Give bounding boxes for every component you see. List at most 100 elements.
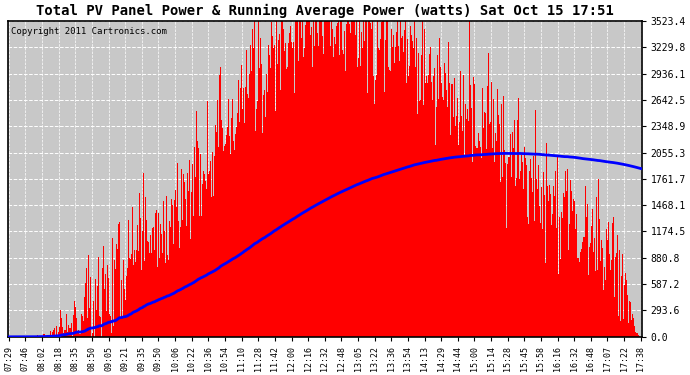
Bar — [323, 54, 324, 337]
Bar — [636, 333, 637, 337]
Bar — [243, 88, 244, 337]
Bar — [311, 27, 312, 337]
Bar — [579, 241, 580, 337]
Bar — [133, 266, 134, 337]
Bar — [486, 149, 487, 337]
Bar — [302, 21, 303, 337]
Bar — [134, 250, 135, 337]
Bar — [526, 217, 528, 337]
Bar — [234, 150, 235, 337]
Bar — [60, 310, 61, 337]
Bar — [488, 53, 489, 337]
Bar — [406, 39, 408, 337]
Bar — [594, 238, 595, 337]
Bar — [187, 173, 188, 337]
Bar — [452, 84, 453, 337]
Bar — [411, 23, 413, 337]
Bar — [369, 21, 371, 337]
Bar — [196, 111, 197, 337]
Bar — [448, 42, 449, 337]
Bar — [395, 47, 396, 337]
Bar — [362, 48, 363, 337]
Bar — [574, 201, 575, 337]
Bar — [291, 65, 293, 337]
Bar — [424, 98, 425, 337]
Bar — [82, 316, 83, 337]
Bar — [71, 323, 72, 337]
Bar — [571, 191, 572, 337]
Bar — [501, 104, 502, 337]
Bar — [577, 258, 578, 337]
Bar — [517, 120, 518, 337]
Bar — [417, 114, 418, 337]
Bar — [142, 231, 143, 337]
Bar — [591, 222, 593, 337]
Bar — [581, 249, 582, 337]
Bar — [264, 90, 265, 337]
Bar — [326, 21, 327, 337]
Bar — [131, 254, 132, 337]
Bar — [360, 66, 362, 337]
Bar — [233, 141, 234, 337]
Bar — [566, 152, 567, 337]
Bar — [59, 327, 60, 337]
Bar — [242, 108, 243, 337]
Bar — [212, 152, 213, 337]
Bar — [513, 147, 514, 337]
Bar — [374, 104, 375, 337]
Bar — [210, 161, 211, 337]
Bar — [367, 93, 368, 337]
Bar — [199, 216, 200, 337]
Bar — [595, 197, 597, 337]
Bar — [223, 142, 224, 337]
Bar — [552, 214, 553, 337]
Bar — [322, 36, 323, 337]
Bar — [283, 84, 284, 337]
Bar — [390, 94, 391, 337]
Bar — [286, 39, 288, 337]
Bar — [50, 336, 51, 337]
Bar — [484, 168, 485, 337]
Bar — [194, 147, 195, 337]
Bar — [339, 56, 340, 337]
Bar — [229, 136, 230, 337]
Bar — [220, 67, 221, 337]
Bar — [372, 21, 373, 337]
Bar — [123, 260, 124, 337]
Bar — [505, 163, 506, 337]
Bar — [314, 46, 315, 337]
Bar — [524, 147, 525, 337]
Bar — [482, 88, 483, 337]
Bar — [385, 40, 386, 337]
Bar — [355, 21, 357, 337]
Bar — [337, 21, 339, 337]
Bar — [58, 332, 59, 337]
Bar — [96, 310, 97, 337]
Bar — [247, 94, 248, 337]
Bar — [73, 315, 74, 337]
Bar — [365, 21, 366, 337]
Bar — [410, 26, 411, 337]
Bar — [551, 225, 552, 337]
Bar — [479, 141, 480, 337]
Bar — [281, 21, 282, 337]
Bar — [184, 182, 185, 337]
Bar — [289, 33, 290, 337]
Bar — [477, 148, 478, 337]
Bar — [307, 21, 308, 337]
Bar — [506, 228, 507, 337]
Bar — [250, 45, 251, 337]
Bar — [613, 244, 614, 337]
Bar — [29, 336, 30, 337]
Bar — [403, 40, 404, 337]
Bar — [61, 318, 62, 337]
Bar — [288, 43, 289, 337]
Bar — [620, 321, 621, 337]
Bar — [65, 330, 66, 337]
Bar — [534, 222, 535, 337]
Bar — [274, 41, 275, 337]
Bar — [454, 78, 455, 337]
Bar — [217, 154, 219, 337]
Bar — [306, 21, 307, 337]
Bar — [249, 74, 250, 337]
